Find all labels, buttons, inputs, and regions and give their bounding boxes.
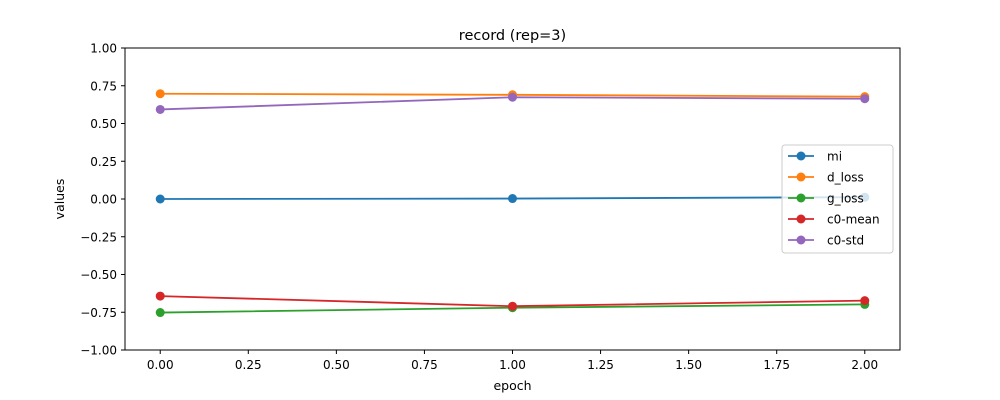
data-point-c0-std (508, 92, 517, 102)
data-point-c0-std (155, 104, 165, 114)
x-tick-label: 0.25 (235, 358, 262, 372)
legend-label-g-loss: g_loss (827, 192, 864, 206)
x-tick-label: 0.50 (323, 358, 350, 372)
y-tick-label: −0.50 (80, 268, 117, 282)
legend-label-mi: mi (827, 150, 842, 164)
data-point-mi (155, 194, 165, 204)
legend-label-d-loss: d_loss (827, 171, 864, 185)
y-tick-label: 0.25 (90, 155, 117, 169)
x-tick-label: 0.75 (411, 358, 438, 372)
y-tick-label: −0.25 (80, 230, 117, 244)
data-point-c0-mean (155, 291, 165, 301)
y-tick-label: 1.00 (90, 42, 117, 56)
legend-marker-c0-mean (796, 214, 806, 224)
legend-marker-g-loss (796, 193, 806, 203)
y-tick-label: 0.50 (90, 117, 117, 131)
x-axis-label: epoch (493, 378, 531, 393)
data-point-c0-std (860, 94, 870, 104)
x-tick-label: 1.25 (587, 358, 614, 372)
x-tick-label: 2.00 (851, 358, 878, 372)
data-point-g-loss (155, 308, 165, 318)
legend-label-c0-std: c0-std (827, 234, 864, 248)
data-point-d-loss (155, 89, 165, 99)
x-tick-label: 1.00 (499, 358, 526, 372)
legend-marker-c0-std (796, 235, 806, 245)
legend-marker-d-loss (796, 172, 806, 182)
y-tick-label: −1.00 (80, 344, 117, 358)
legend-box (781, 144, 894, 254)
chart-title: record (rep=3) (459, 28, 566, 44)
y-tick-label: 0.75 (90, 79, 117, 93)
data-point-mi (508, 194, 517, 204)
legend-label-c0-mean: c0-mean (827, 213, 880, 227)
y-tick-label: −0.75 (80, 306, 117, 320)
y-axis-label: values (52, 179, 67, 220)
legend-marker-mi (796, 151, 806, 161)
data-point-c0-mean (860, 296, 870, 306)
data-point-c0-mean (508, 301, 517, 311)
x-tick-label: 1.50 (675, 358, 702, 372)
x-tick-label: 0.00 (147, 358, 174, 372)
plot-frame (124, 47, 901, 351)
y-tick-label: 0.00 (90, 193, 117, 207)
x-tick-label: 1.75 (763, 358, 790, 372)
